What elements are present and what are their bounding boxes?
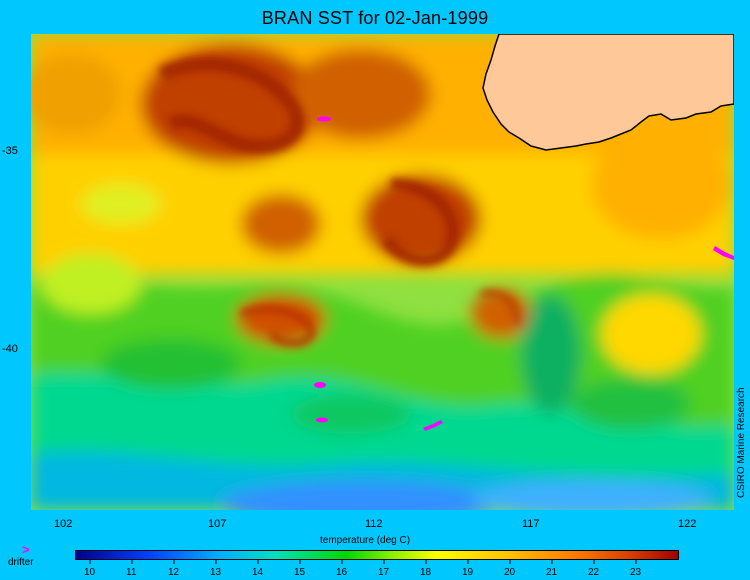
y-tick-label: -40 <box>2 343 18 355</box>
colorbar-tick-label: 23 <box>630 567 642 578</box>
x-tick-label: 107 <box>208 518 227 530</box>
colorbar-tick-label: 16 <box>336 567 348 578</box>
colorbar-tick-label: 21 <box>546 567 558 578</box>
sst-field <box>31 34 734 510</box>
drifter-arrow-icon: > <box>22 542 30 557</box>
colorbar-tick-label: 22 <box>588 567 600 578</box>
colorbar <box>75 550 679 560</box>
x-tick-label: 122 <box>678 518 697 530</box>
colorbar-tick-label: 20 <box>504 567 516 578</box>
colorbar-tick-label: 18 <box>420 567 432 578</box>
colorbar-tick-label: 13 <box>210 567 222 578</box>
colorbar-tick-label: 17 <box>378 567 390 578</box>
colorbar-tick-label: 14 <box>252 567 264 578</box>
drifter-legend: > drifter <box>8 542 52 568</box>
sst-map <box>31 34 734 510</box>
drifter-tracks <box>314 116 734 431</box>
credit-text: CSIRO Marine Research <box>736 387 747 498</box>
x-tick-label: 117 <box>522 518 540 530</box>
y-tick-label: -35 <box>2 145 18 157</box>
land-mass <box>482 34 734 151</box>
colorbar-tick-label: 10 <box>84 567 96 578</box>
colorbar-ticks <box>89 560 637 564</box>
axis-label: temperature (deg C) <box>320 535 411 546</box>
drifter-legend-label: drifter <box>8 557 34 568</box>
colorbar-tick-label: 19 <box>462 567 474 578</box>
colorbar-tick-label: 12 <box>168 567 180 578</box>
colorbar-tick-label: 15 <box>294 567 306 578</box>
x-tick-label: 112 <box>365 518 383 530</box>
x-tick-label: 102 <box>54 518 73 530</box>
map-title: BRAN SST for 02-Jan-1999 <box>261 8 489 28</box>
colorbar-tick-label: 11 <box>126 567 137 578</box>
